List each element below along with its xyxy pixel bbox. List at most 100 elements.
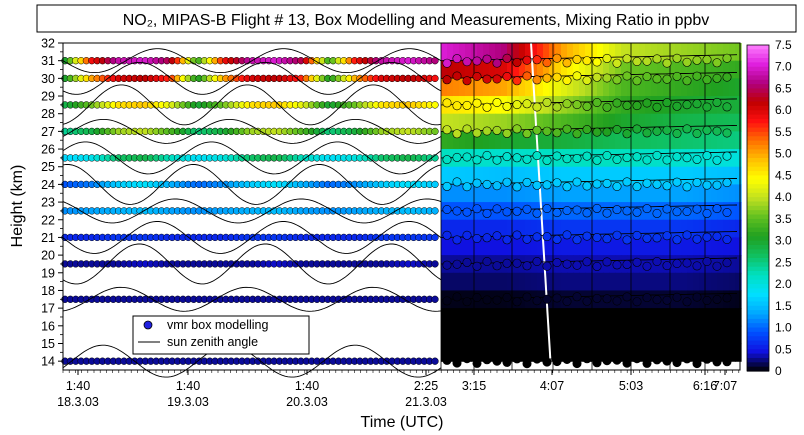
- heatmap-cell: [633, 60, 640, 79]
- heatmap-cell: [561, 343, 568, 362]
- measurement-point: [652, 256, 662, 266]
- heatmap-cell: [723, 308, 730, 327]
- heatmap-cell: [693, 60, 700, 79]
- measurement-point: [642, 358, 652, 368]
- measurement-point: [522, 99, 532, 109]
- heatmap-cell: [699, 290, 706, 309]
- measurement-point: [722, 128, 732, 138]
- measurement-point: [572, 292, 582, 302]
- measurement-point: [522, 154, 532, 164]
- measurement-point: [572, 177, 582, 187]
- heatmap-cell: [477, 43, 484, 62]
- measurement-point: [682, 57, 692, 67]
- heatmap-cell: [519, 43, 526, 62]
- colorbar-band: [747, 344, 769, 350]
- heatmap-cell: [465, 113, 472, 132]
- heatmap-cell: [579, 96, 586, 115]
- colorbar-band: [747, 123, 769, 129]
- colorbar-tick-label: 7.0: [775, 60, 792, 74]
- heatmap-cell: [597, 43, 604, 62]
- heatmap-cell: [489, 325, 496, 345]
- heatmap-cell: [657, 43, 664, 62]
- heatmap-cell: [705, 60, 712, 79]
- heatmap-cell: [663, 308, 670, 327]
- measurement-point: [492, 125, 502, 135]
- heatmap-cell: [735, 43, 742, 62]
- heatmap-cell: [525, 43, 532, 62]
- measurement-point: [562, 259, 572, 269]
- x-tick-label: 1:40: [176, 379, 200, 393]
- heatmap-cell: [705, 131, 712, 150]
- heatmap-cell: [555, 343, 562, 362]
- heatmap-cell: [543, 184, 550, 203]
- measurement-point: [482, 54, 492, 64]
- colorbar: 7.5 7.0 6.5 6.0 5.5 5.0 4.5 4.0 3.5 3.0 2.5 2.0 1.5 1…: [746, 38, 792, 378]
- heatmap-cell: [507, 308, 514, 327]
- heatmap-cell: [669, 60, 676, 79]
- sun-zenith-curve: [440, 98, 738, 106]
- heatmap-cell: [561, 184, 568, 203]
- heatmap-cell: [537, 325, 544, 345]
- heatmap-cell: [705, 343, 712, 362]
- heatmap-cell: [633, 325, 640, 345]
- heatmap-cell: [603, 78, 610, 97]
- measurement-point: [542, 97, 552, 107]
- legend-label-model: vmr box modelling: [167, 318, 268, 332]
- measurement-point: [592, 127, 602, 137]
- heatmap-cell: [669, 343, 676, 362]
- measurement-point: [682, 297, 692, 307]
- heatmap-cell: [561, 113, 568, 132]
- heatmap-cell: [621, 308, 628, 327]
- heatmap-cell: [597, 219, 604, 239]
- measurement-point: [612, 230, 622, 240]
- heatmap-cell: [465, 184, 472, 203]
- heatmap-cell: [717, 325, 724, 345]
- heatmap-cell: [627, 325, 634, 345]
- heatmap-cell: [489, 255, 496, 274]
- heatmap-cell: [537, 113, 544, 132]
- measurement-point: [712, 180, 722, 190]
- measurement-point: [722, 178, 732, 188]
- measurement-point: [472, 98, 482, 108]
- colorbar-band: [747, 58, 769, 63]
- heatmap-cell: [585, 219, 592, 239]
- measurement-point: [692, 71, 702, 81]
- heatmap-cell: [609, 60, 616, 79]
- heatmap-cell: [591, 343, 598, 362]
- colorbar-band: [747, 149, 769, 155]
- heatmap-cell: [621, 166, 628, 186]
- colorbar-tick-label: 0: [775, 364, 782, 378]
- heatmap-cell: [639, 131, 646, 150]
- heatmap-cell: [549, 255, 556, 274]
- y-tick-label: 19: [41, 266, 55, 280]
- heatmap-cell: [507, 131, 514, 150]
- heatmap-cell: [609, 78, 616, 97]
- heatmap-cell: [579, 78, 586, 97]
- colorbar-band: [747, 53, 769, 59]
- heatmap-cell: [615, 166, 622, 186]
- heatmap-cell: [645, 325, 652, 345]
- heatmap-cell: [549, 325, 556, 345]
- measurement-point: [482, 208, 492, 218]
- heatmap-cell: [735, 255, 742, 274]
- heatmap-cell: [495, 113, 502, 132]
- heatmap-cell: [705, 113, 712, 132]
- measurement-point: [472, 204, 482, 214]
- heatmap-cell: [729, 202, 736, 221]
- measurement-point: [692, 129, 702, 139]
- heatmap-cell: [699, 237, 706, 256]
- heatmap-cell: [597, 131, 604, 150]
- colorbar-band: [747, 97, 769, 103]
- heatmap-cell: [579, 113, 586, 132]
- measurement-point: [622, 54, 632, 64]
- heatmap-cell: [441, 43, 448, 62]
- heatmap-cell: [489, 308, 496, 327]
- measurement-point: [502, 72, 512, 82]
- heatmap-cell: [615, 184, 622, 203]
- colorbar-band: [747, 140, 769, 146]
- measurement-point: [712, 357, 722, 367]
- colorbar-band: [747, 79, 769, 85]
- colorbar-band: [747, 110, 769, 116]
- heatmap-cell: [507, 343, 514, 362]
- heatmap-cell: [453, 237, 460, 256]
